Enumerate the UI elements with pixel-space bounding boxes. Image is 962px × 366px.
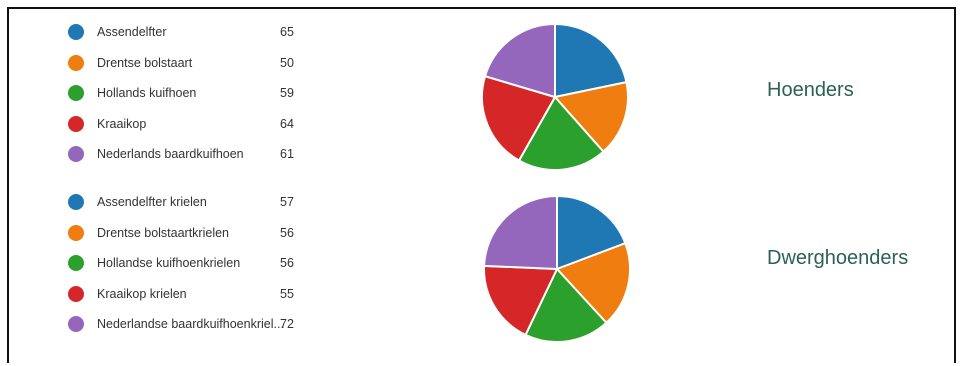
legend-value: 57 bbox=[280, 195, 294, 209]
chart-title-hoenders: Hoenders bbox=[767, 79, 854, 101]
pie-slice[interactable] bbox=[483, 22, 556, 99]
legend-swatch bbox=[68, 224, 84, 241]
legend-value: 64 bbox=[280, 116, 294, 131]
legend-value: 59 bbox=[280, 86, 294, 100]
legend-label: Kraaikop bbox=[97, 116, 147, 131]
legend-swatch bbox=[68, 316, 84, 332]
legend-item[interactable]: Kraaikop krielen 55 bbox=[68, 285, 308, 305]
legend-swatch bbox=[68, 194, 84, 210]
legend-value: 55 bbox=[280, 286, 294, 301]
legend-label: Drentse bolstaart bbox=[97, 55, 193, 70]
pie-slice[interactable] bbox=[555, 241, 631, 325]
legend-swatch bbox=[68, 285, 84, 302]
legend-swatch bbox=[68, 115, 84, 132]
legend-item[interactable]: Assendelfter krielen 57 bbox=[68, 193, 308, 213]
legend-label: Nederlandse baardkuifhoenkriel... bbox=[97, 317, 284, 331]
legend-value: 56 bbox=[280, 225, 294, 240]
pie-slice[interactable] bbox=[554, 22, 628, 99]
pie-slice[interactable] bbox=[553, 80, 629, 154]
legend-item[interactable]: Drentse bolstaartkrielen 56 bbox=[68, 224, 308, 244]
legend-item[interactable]: Hollands kuifhoen 59 bbox=[68, 84, 308, 104]
pie-slice[interactable] bbox=[483, 194, 558, 271]
legend-label: Assendelfter krielen bbox=[97, 195, 207, 209]
legend-item[interactable]: Nederlands baardkuifhoen 61 bbox=[68, 145, 308, 165]
legend-label: Assendelfter bbox=[97, 25, 167, 39]
legend-value: 65 bbox=[280, 25, 294, 39]
legend-swatch bbox=[68, 255, 84, 271]
legend-swatch bbox=[68, 85, 84, 101]
legend-swatch bbox=[68, 54, 84, 71]
pie-chart-hoenders bbox=[481, 22, 629, 171]
legend-value: 61 bbox=[280, 147, 294, 161]
legend-label: Hollands kuifhoen bbox=[97, 86, 197, 100]
legend-value: 72 bbox=[280, 317, 294, 331]
legend-item[interactable]: Drentse bolstaart 50 bbox=[68, 54, 308, 74]
pie-slice[interactable] bbox=[481, 74, 557, 162]
legend-label: Drentse bolstaartkrielen bbox=[97, 225, 230, 240]
legend-swatch bbox=[68, 24, 84, 40]
legend-item[interactable]: Assendelfter 65 bbox=[68, 23, 308, 43]
pie-slice[interactable] bbox=[524, 267, 608, 343]
legend-item[interactable]: Kraaikop 64 bbox=[68, 115, 308, 135]
legend-value: 50 bbox=[280, 55, 294, 70]
legend-item[interactable]: Hollandse kuifhoenkrielen 56 bbox=[68, 254, 308, 274]
chart-title-dwerghoenders: Dwerghoenders bbox=[767, 247, 909, 269]
pie-slice[interactable] bbox=[556, 194, 627, 271]
legend-item[interactable]: Nederlandse baardkuifhoenkriel... 72 bbox=[68, 315, 308, 335]
pie-chart-dwerghoenders bbox=[483, 194, 631, 343]
pie-slice[interactable] bbox=[517, 95, 605, 171]
legend-label: Kraaikop krielen bbox=[97, 286, 187, 301]
legend-swatch bbox=[68, 146, 84, 162]
pie-slice[interactable] bbox=[483, 264, 559, 337]
legend-value: 56 bbox=[280, 256, 294, 270]
chart-frame bbox=[7, 7, 956, 363]
legend-label: Nederlands baardkuifhoen bbox=[97, 147, 244, 161]
legend-label: Hollandse kuifhoenkrielen bbox=[97, 256, 241, 270]
